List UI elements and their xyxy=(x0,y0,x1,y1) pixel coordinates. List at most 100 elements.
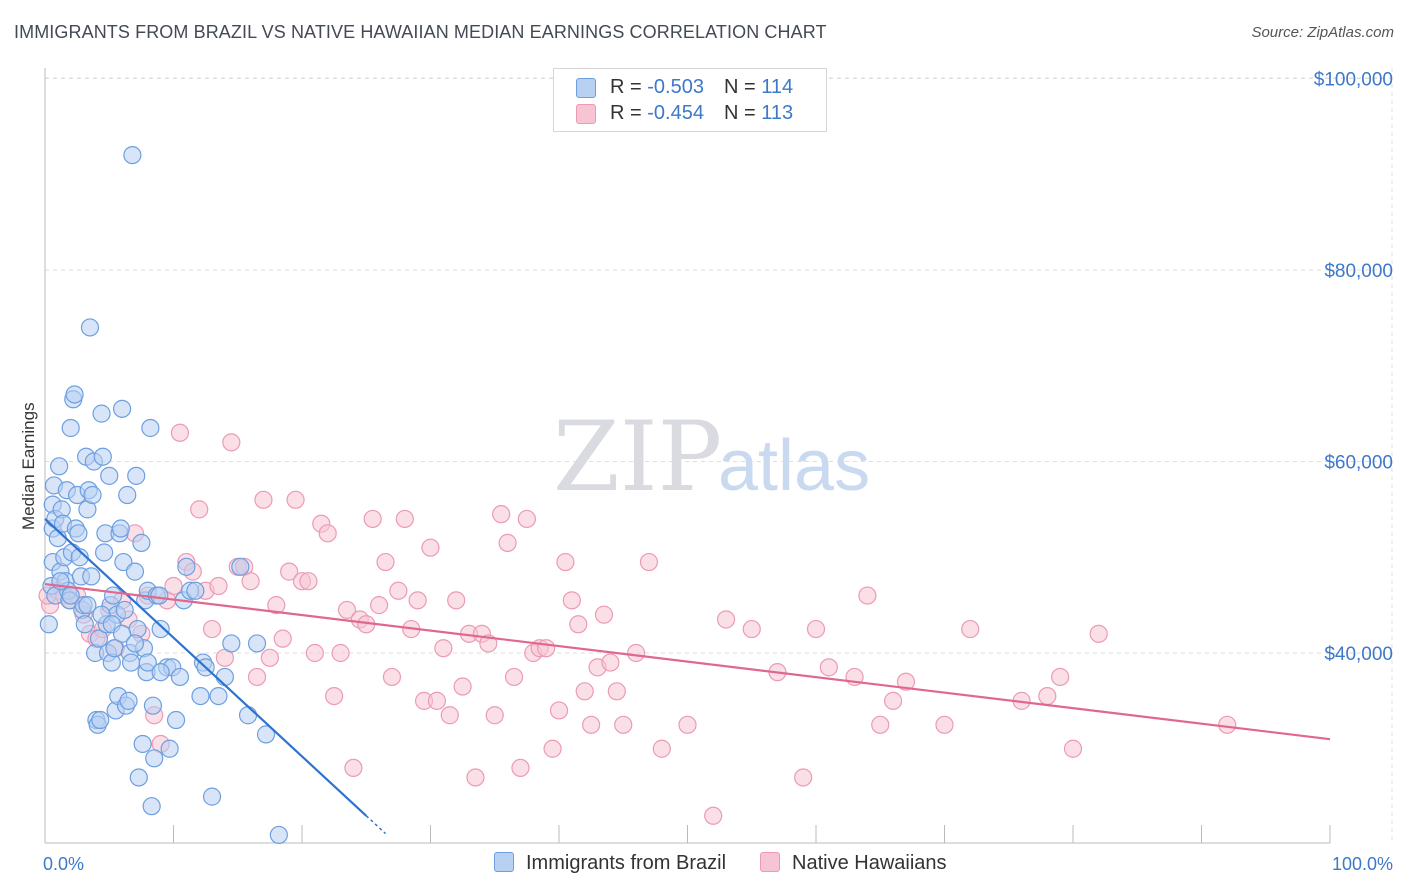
data-point-brazil xyxy=(112,399,132,418)
y-tick-label: $40,000 xyxy=(1324,644,1393,665)
data-point-hawaiian xyxy=(440,706,459,725)
chart-title: IMMIGRANTS FROM BRAZIL VS NATIVE HAWAIIA… xyxy=(14,22,827,42)
data-point-brazil xyxy=(170,667,190,687)
grid-lines xyxy=(45,68,1393,843)
data-point-brazil xyxy=(145,749,164,768)
legend-item-hawaiian[interactable]: Native Hawaiians xyxy=(760,851,947,875)
data-point-hawaiian xyxy=(434,639,453,658)
trend-lines xyxy=(44,518,1331,835)
stats-legend: R = -0.503 N = 114 R = -0.454 N = 113 xyxy=(553,68,827,132)
data-point-hawaiian xyxy=(806,619,826,639)
data-point-brazil xyxy=(166,710,186,730)
data-point-hawaiian xyxy=(427,691,447,710)
data-point-hawaiian xyxy=(318,524,337,543)
data-point-hawaiian xyxy=(511,758,530,778)
legend-item-brazil[interactable]: Immigrants from Brazil xyxy=(494,851,727,875)
data-point-brazil xyxy=(100,466,119,485)
data-point-hawaiian xyxy=(247,667,267,687)
y-tick-label: $100,000 xyxy=(1314,70,1393,91)
data-point-hawaiian xyxy=(408,591,427,610)
series-immigrants-from-brazil xyxy=(39,146,288,845)
data-point-brazil xyxy=(95,543,114,562)
data-point-brazil xyxy=(119,691,138,710)
data-point-hawaiian xyxy=(202,619,222,639)
data-point-brazil xyxy=(256,725,276,744)
data-point-hawaiian xyxy=(447,591,466,610)
data-point-hawaiian xyxy=(453,677,472,696)
data-point-hawaiian xyxy=(601,653,620,672)
data-point-brazil xyxy=(82,567,101,586)
data-point-hawaiian xyxy=(716,610,736,629)
data-point-hawaiian xyxy=(337,600,357,620)
data-point-hawaiian xyxy=(517,509,536,529)
data-point-brazil xyxy=(150,586,169,605)
data-point-brazil xyxy=(61,586,80,605)
legend-n-label: N = xyxy=(723,76,762,98)
data-point-brazil xyxy=(111,519,130,538)
trend-line-brazil-extension xyxy=(365,815,387,835)
data-point-hawaiian xyxy=(325,686,344,706)
legend-r-label: R = xyxy=(610,76,648,98)
data-point-brazil xyxy=(118,485,137,505)
data-point-hawaiian xyxy=(395,509,414,529)
legend-swatch-brazil xyxy=(576,77,596,98)
data-point-brazil xyxy=(65,385,84,404)
data-point-hawaiian xyxy=(858,586,877,605)
data-point-hawaiian xyxy=(504,667,524,687)
data-point-hawaiian xyxy=(1218,715,1237,734)
data-point-brazil xyxy=(191,686,210,706)
data-point-hawaiian xyxy=(209,576,228,596)
legend-n-label: N = xyxy=(723,102,762,124)
data-point-brazil xyxy=(75,615,94,634)
data-point-hawaiian xyxy=(794,768,813,787)
data-point-hawaiian xyxy=(363,509,382,529)
data-point-hawaiian xyxy=(819,658,838,677)
legend-swatch-hawaiian xyxy=(576,103,596,124)
legend-row-hawaiian: R = -0.454 N = 113 xyxy=(576,102,793,126)
data-point-brazil xyxy=(141,418,160,438)
data-point-brazil xyxy=(143,696,163,715)
data-point-hawaiian xyxy=(961,619,980,639)
watermark: ZIP atlas xyxy=(553,401,870,513)
data-point-brazil xyxy=(202,787,222,806)
y-tick-label: $80,000 xyxy=(1324,261,1393,282)
data-point-brazil xyxy=(80,318,100,337)
data-point-hawaiian xyxy=(492,505,511,524)
watermark-zip: ZIP xyxy=(553,401,722,513)
legend-label-hawaiian: Native Hawaiians xyxy=(792,852,947,874)
data-point-brazil xyxy=(70,548,89,567)
data-point-hawaiian xyxy=(1063,739,1083,758)
data-point-brazil xyxy=(138,653,157,672)
data-point-hawaiian xyxy=(466,768,485,787)
legend-r-value: -0.503 xyxy=(647,76,704,98)
x-tick-label: 0.0% xyxy=(43,854,84,874)
y-axis-label: Median Earnings xyxy=(19,402,38,530)
data-point-hawaiian xyxy=(678,715,697,734)
data-point-brazil xyxy=(123,146,142,165)
data-point-brazil xyxy=(121,653,141,672)
data-point-brazil xyxy=(231,557,250,576)
data-point-hawaiian xyxy=(543,739,562,758)
legend-n-value: 114 xyxy=(761,76,794,98)
legend-label-brazil: Immigrants from Brazil xyxy=(526,852,727,874)
data-point-hawaiian xyxy=(485,706,504,725)
data-point-brazil xyxy=(91,710,110,730)
data-point-brazil xyxy=(151,619,170,639)
source-label: Source: ZipAtlas.com xyxy=(1251,24,1394,41)
data-point-hawaiian xyxy=(626,643,646,663)
legend-swatch-hawaiian xyxy=(760,851,780,872)
data-point-hawaiian xyxy=(549,701,569,720)
data-point-brazil xyxy=(186,581,205,600)
data-point-hawaiian xyxy=(871,715,890,734)
data-point-hawaiian xyxy=(1051,667,1070,687)
data-point-brazil xyxy=(160,739,179,758)
data-point-brazil xyxy=(125,634,145,653)
data-point-hawaiian xyxy=(260,648,279,667)
data-point-hawaiian xyxy=(569,615,588,634)
data-point-brazil xyxy=(93,447,112,466)
data-point-hawaiian xyxy=(273,629,292,648)
data-point-hawaiian xyxy=(376,552,395,572)
data-point-brazil xyxy=(269,825,288,845)
data-point-brazil xyxy=(115,600,134,620)
